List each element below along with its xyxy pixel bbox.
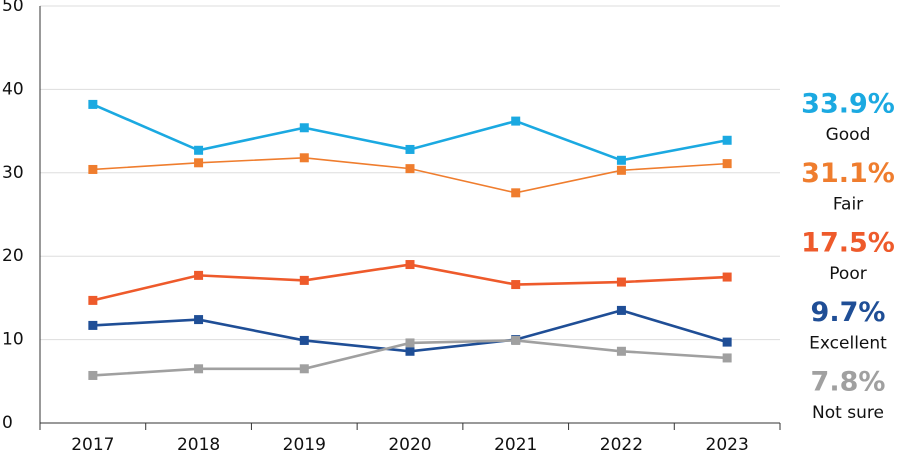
point [299, 335, 309, 345]
point [194, 270, 204, 280]
point [405, 260, 415, 270]
point [511, 335, 521, 345]
x-tick-label: 2020 [388, 435, 431, 455]
series-line [92, 263, 728, 302]
point [194, 315, 204, 325]
point [511, 188, 521, 198]
point [616, 165, 626, 175]
point [299, 275, 309, 285]
point [616, 277, 626, 287]
x-tick-label: 2022 [600, 435, 643, 455]
point [405, 144, 415, 154]
point [88, 99, 98, 109]
end-value-label: 17.5% [801, 228, 895, 259]
point [299, 364, 309, 374]
point [194, 145, 204, 155]
end-value-label: 31.1% [801, 158, 895, 189]
point [88, 320, 98, 330]
y-tick-label: 0 [2, 413, 13, 433]
point [299, 153, 309, 163]
y-tick-label: 50 [2, 0, 24, 16]
point [88, 164, 98, 174]
point [88, 295, 98, 305]
legend-label: Good [826, 125, 871, 145]
y-tick-label: 20 [2, 246, 24, 266]
point [88, 370, 98, 380]
point [722, 353, 732, 363]
point [405, 164, 415, 174]
end-value-label: 7.8% [811, 367, 886, 398]
x-tick-label: 2017 [71, 435, 114, 455]
point [194, 158, 204, 168]
x-tick-label: 2019 [283, 435, 326, 455]
legend-label: Fair [833, 195, 863, 215]
point [511, 116, 521, 126]
point [405, 346, 415, 356]
point [722, 337, 732, 347]
point [722, 135, 732, 145]
legend-label: Excellent [809, 334, 887, 354]
point [616, 305, 626, 315]
point [616, 155, 626, 165]
point [194, 364, 204, 374]
x-tick-label: 2021 [494, 435, 537, 455]
x-tick-label: 2023 [706, 435, 749, 455]
point [405, 338, 415, 348]
y-tick-label: 30 [2, 163, 24, 183]
y-tick-label: 10 [2, 330, 24, 350]
point [722, 272, 732, 282]
end-value-label: 9.7% [811, 297, 886, 328]
point [722, 159, 732, 169]
y-tick-label: 40 [2, 79, 24, 99]
point [511, 280, 521, 290]
point [616, 346, 626, 356]
legend-label: Not sure [812, 403, 884, 423]
end-value-label: 33.9% [801, 89, 895, 120]
point [299, 123, 309, 133]
series-line [92, 156, 728, 194]
legend-label: Poor [829, 264, 866, 284]
x-tick-label: 2018 [177, 435, 220, 455]
